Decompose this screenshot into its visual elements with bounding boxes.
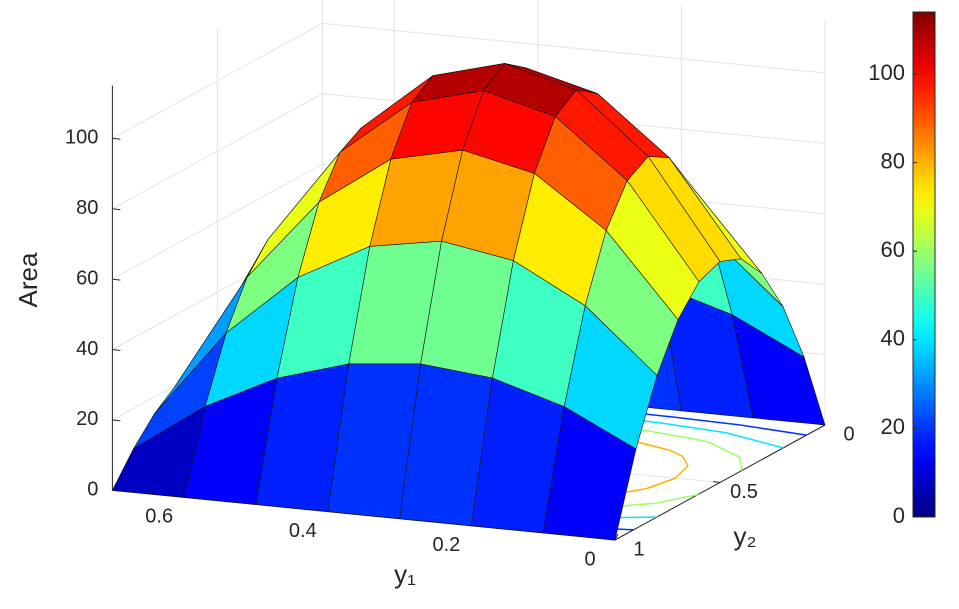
z-tick <box>112 137 121 140</box>
contour-line <box>670 449 684 458</box>
contour-line <box>682 456 689 467</box>
z-tick-label: 80 <box>76 197 98 219</box>
x-tick-label: 0.2 <box>432 534 460 556</box>
y-tick-label: 0 <box>843 423 854 445</box>
surface-patch <box>542 406 637 541</box>
z-tick-label: 20 <box>76 408 98 430</box>
colorbar-tick-label: 60 <box>881 237 905 262</box>
contour-line <box>645 477 676 490</box>
colorbar-tick-label: 40 <box>881 326 905 351</box>
contour-line <box>675 465 689 479</box>
z-tick-label: 0 <box>87 479 98 501</box>
contour-line <box>645 429 699 441</box>
z-tick <box>112 419 121 422</box>
y-tick-label: 1 <box>633 538 644 560</box>
contour-line <box>659 422 727 434</box>
z-tick <box>112 349 121 351</box>
contour-line <box>740 424 807 436</box>
z-tick <box>112 278 121 281</box>
z-axis-label: Area <box>13 252 43 307</box>
z-tick-label: 100 <box>65 127 98 149</box>
y-tick <box>712 481 721 483</box>
x-tick-label: 0.4 <box>289 520 317 542</box>
contour-line <box>708 441 741 458</box>
y-axis-label: y₂ <box>733 521 756 551</box>
axis-line <box>614 424 826 541</box>
x-axis-label: y₁ <box>394 559 416 589</box>
z-tick-label: 40 <box>76 338 98 360</box>
colorbar-tick-label: 0 <box>893 503 905 528</box>
z-tick <box>112 208 121 211</box>
x-tick-label: 0 <box>584 548 595 570</box>
contour-line <box>697 438 710 443</box>
colorbar-tick-label: 100 <box>868 60 905 85</box>
colorbar <box>912 11 936 518</box>
x-tick-label: 0.6 <box>145 506 173 528</box>
contour-line <box>739 457 743 471</box>
colorbar-tick-label: 80 <box>881 148 905 173</box>
contour-line <box>725 432 784 449</box>
colorbar-tick-label: 20 <box>881 414 905 439</box>
z-tick-label: 60 <box>76 267 98 289</box>
y-tick-label: 0.5 <box>730 481 758 503</box>
contour-line <box>670 415 741 426</box>
contour-line <box>655 493 699 505</box>
